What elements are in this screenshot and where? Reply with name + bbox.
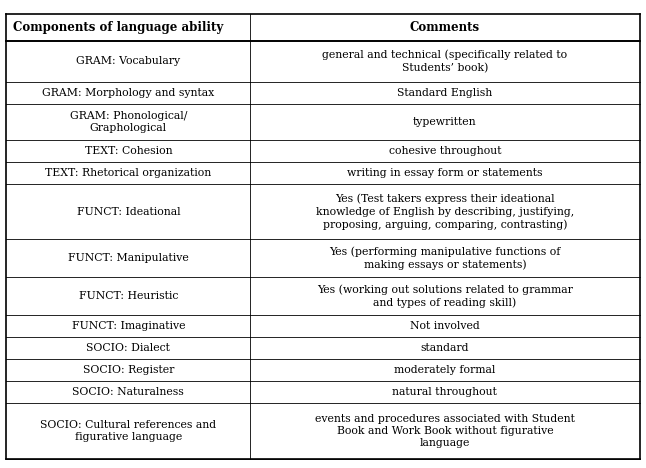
Text: Not involved: Not involved [410,321,480,331]
Text: FUNCT: Ideational: FUNCT: Ideational [76,207,180,217]
Bar [6,184,640,240]
Text: natural throughout: natural throughout [392,387,497,397]
Bar [6,104,640,140]
Text: standard: standard [421,343,469,353]
Text: GRAM: Morphology and syntax: GRAM: Morphology and syntax [42,88,214,98]
Bar [6,14,640,41]
Text: Comments: Comments [410,21,480,34]
Bar [6,277,640,314]
Text: SOCIO: Dialect: SOCIO: Dialect [87,343,171,353]
Bar [6,140,640,162]
Text: SOCIO: Cultural references and
figurative language: SOCIO: Cultural references and figurativ… [40,420,216,442]
Text: TEXT: Rhetorical organization: TEXT: Rhetorical organization [45,168,211,178]
Text: moderately formal: moderately formal [394,365,495,375]
Text: writing in essay form or statements: writing in essay form or statements [347,168,543,178]
Text: Yes (Test takers express their ideational
knowledge of English by describing, ju: Yes (Test takers express their ideationa… [316,194,574,230]
Text: Components of language ability: Components of language ability [13,21,223,34]
Text: general and technical (specifically related to
Students’ book): general and technical (specifically rela… [322,50,567,73]
Text: SOCIO: Register: SOCIO: Register [83,365,174,375]
Bar [6,240,640,277]
Text: Yes (performing manipulative functions of
making essays or statements): Yes (performing manipulative functions o… [329,246,561,270]
Bar [6,359,640,381]
Text: FUNCT: Imaginative: FUNCT: Imaginative [72,321,185,331]
Text: typewritten: typewritten [413,117,477,127]
Text: cohesive throughout: cohesive throughout [389,146,501,156]
Bar [6,337,640,359]
Text: Standard English: Standard English [397,88,492,98]
Text: GRAM: Phonological/
Graphological: GRAM: Phonological/ Graphological [70,110,187,133]
Text: TEXT: Cohesion: TEXT: Cohesion [85,146,172,156]
Text: SOCIO: Naturalness: SOCIO: Naturalness [72,387,184,397]
Bar [6,81,640,104]
Bar [6,41,640,81]
Text: FUNCT: Manipulative: FUNCT: Manipulative [68,253,189,263]
Text: Yes (working out solutions related to grammar
and types of reading skill): Yes (working out solutions related to gr… [317,284,573,307]
Text: GRAM: Vocabulary: GRAM: Vocabulary [76,56,180,66]
Bar [6,314,640,337]
Bar [6,403,640,459]
Text: FUNCT: Heuristic: FUNCT: Heuristic [79,291,178,301]
Text: events and procedures associated with Student
Book and Work Book without figurat: events and procedures associated with St… [315,414,575,448]
Bar [6,381,640,403]
Bar [6,162,640,184]
